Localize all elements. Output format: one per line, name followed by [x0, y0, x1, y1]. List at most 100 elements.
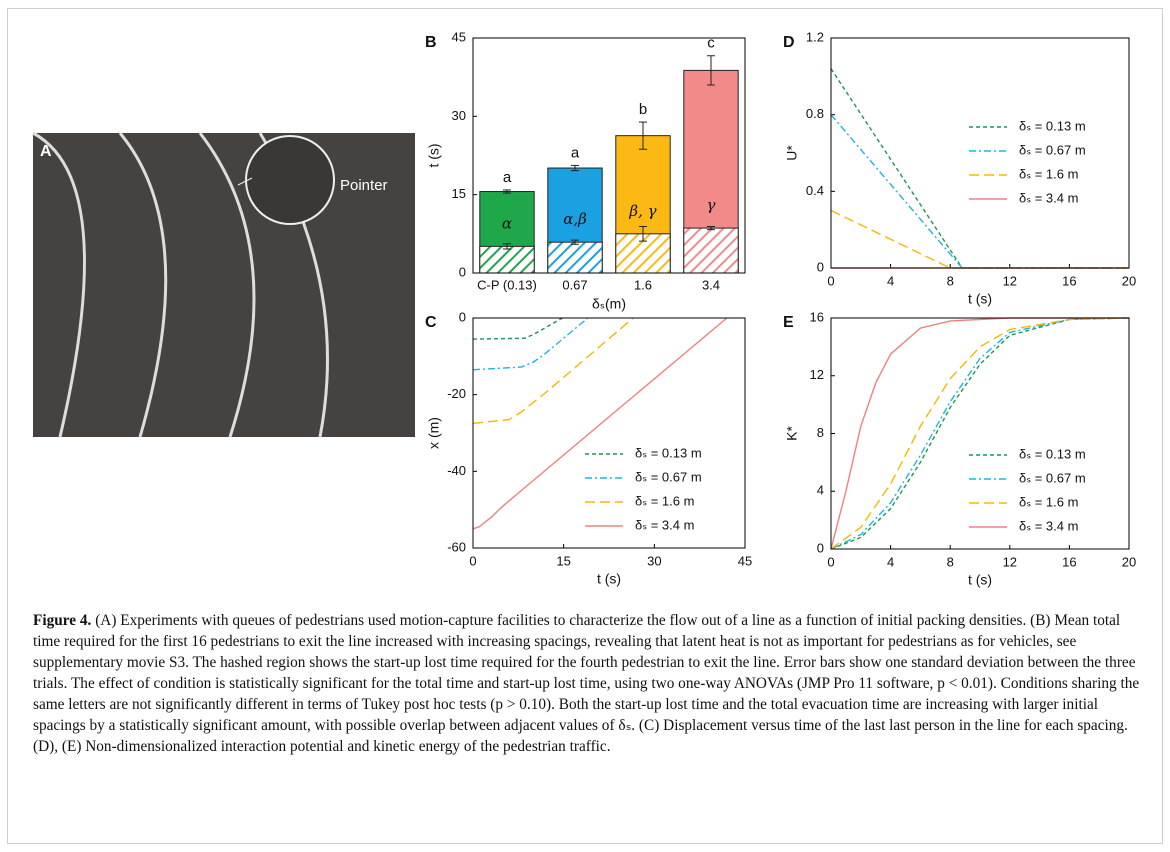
- legend-label: δₛ = 0.67 m: [1019, 142, 1086, 157]
- line-series: [472, 317, 728, 530]
- y-axis-label: K*: [784, 426, 800, 441]
- legend-label: δₛ = 3.4 m: [1019, 518, 1078, 533]
- panel-label: E: [783, 314, 794, 331]
- bar-annotation: a: [571, 144, 580, 161]
- bar: [547, 241, 603, 274]
- legend-label: δₛ = 0.13 m: [1019, 118, 1086, 133]
- error-bar: [639, 121, 647, 150]
- legend-label: δₛ = 1.6 m: [1019, 494, 1078, 509]
- legend-label: δₛ = 1.6 m: [1019, 166, 1078, 181]
- x-tick-label: 3.4: [702, 277, 720, 292]
- error-bar: [639, 226, 647, 242]
- bar: [479, 245, 535, 274]
- x-tick-label: 20: [1122, 273, 1136, 288]
- legend-label: δₛ = 0.67 m: [635, 469, 702, 484]
- error-bar: [707, 55, 715, 86]
- plot-frame: [472, 37, 746, 274]
- x-tick-label: 0.67: [562, 277, 587, 292]
- x-tick-label: 1.6: [634, 277, 652, 292]
- x-tick-label: 20: [1122, 554, 1136, 569]
- figure-frame: [7, 8, 1163, 844]
- photo: A Pointer: [32, 131, 415, 438]
- y-tick-label: 1.2: [806, 29, 824, 44]
- error-bar: [707, 226, 715, 231]
- line-series: [472, 317, 634, 425]
- plot-frame: [472, 317, 746, 549]
- x-tick-label: 30: [647, 553, 661, 568]
- line-series: [830, 317, 1129, 550]
- y-tick-label: 0.4: [806, 183, 824, 198]
- y-tick-label: 8: [817, 425, 824, 440]
- bar-annotation: β, γ: [628, 202, 656, 220]
- caption-label: Figure 4.: [33, 612, 92, 629]
- line-series: [472, 317, 589, 371]
- y-tick-label: 45: [452, 29, 466, 44]
- panel-label: D: [783, 34, 795, 51]
- x-tick-label: 8: [947, 554, 954, 569]
- x-tick-label: 0: [469, 553, 476, 568]
- x-tick-label: 12: [1003, 554, 1017, 569]
- y-axis-label: x (m): [426, 417, 442, 449]
- bar-annotation: c: [707, 35, 715, 52]
- x-tick-label: 0: [827, 554, 834, 569]
- plot-frame: [830, 37, 1130, 269]
- panel-label: B: [425, 34, 437, 51]
- bar-annotation: b: [639, 101, 647, 118]
- legend-label: δₛ = 1.6 m: [635, 493, 694, 508]
- x-axis-label: t (s): [597, 571, 621, 587]
- y-tick-label: 0.8: [806, 106, 824, 121]
- x-tick-label: 4: [887, 273, 894, 288]
- y-tick-label: 30: [452, 108, 466, 123]
- caption: Figure 4. (A) Experiments with queues of…: [33, 610, 1143, 757]
- rope: [118, 132, 168, 438]
- x-tick-label: 16: [1062, 273, 1076, 288]
- line-series: [830, 114, 1129, 269]
- figure: A Pointer Bt (s) δₛ(m) 0 15 30 45 C-P (0.13) a 0…: [32, 29, 1136, 588]
- line-series: [830, 317, 1130, 550]
- x-tick-label: 45: [738, 553, 752, 568]
- y-tick-label: 4: [817, 483, 824, 498]
- y-axis-label: t (s): [426, 143, 442, 167]
- error-bar: [503, 189, 511, 194]
- line-series: [830, 317, 1130, 550]
- x-axis-label: t (s): [968, 572, 992, 588]
- legend-label: δₛ = 0.13 m: [635, 445, 702, 460]
- y-tick-label: 0: [817, 259, 824, 274]
- x-axis-label: t (s): [968, 291, 992, 307]
- x-tick-label: 0: [827, 273, 834, 288]
- y-axis-label: U*: [784, 145, 800, 161]
- pointer-line: [237, 177, 253, 186]
- line-series: [830, 209, 1129, 269]
- x-axis-label: δₛ(m): [592, 296, 626, 312]
- panel-label: C: [425, 314, 437, 331]
- error-bar: [571, 164, 579, 172]
- x-tick-label: 16: [1062, 554, 1076, 569]
- legend-label: δₛ = 0.13 m: [1019, 446, 1086, 461]
- caption-text: (A) Experiments with queues of pedestria…: [33, 612, 1140, 755]
- x-tick-label: 8: [947, 273, 954, 288]
- y-tick-label: 0: [459, 264, 466, 279]
- line-series: [830, 317, 1130, 550]
- x-tick-label: 15: [556, 553, 570, 568]
- line-series: [472, 317, 563, 340]
- y-tick-label: 0: [459, 309, 466, 324]
- y-tick-label: 12: [810, 367, 824, 382]
- bar-annotation: α,β: [563, 210, 587, 228]
- error-bar: [571, 239, 579, 245]
- bar: [683, 227, 739, 274]
- legend-label: δₛ = 3.4 m: [1019, 190, 1078, 205]
- zoom-circle: [245, 135, 335, 225]
- y-tick-label: 0: [817, 540, 824, 555]
- x-tick-label: 4: [887, 554, 894, 569]
- rope: [198, 132, 256, 438]
- bar-annotation: a: [503, 169, 512, 186]
- line-series: [830, 68, 1129, 269]
- x-tick-label: 12: [1003, 273, 1017, 288]
- y-tick-label: 16: [810, 309, 824, 324]
- y-tick-label: 15: [452, 186, 466, 201]
- bar-annotation: γ: [707, 196, 716, 214]
- bar-annotation: α: [502, 214, 512, 232]
- y-tick-label: -20: [447, 386, 466, 401]
- error-bar: [503, 243, 511, 250]
